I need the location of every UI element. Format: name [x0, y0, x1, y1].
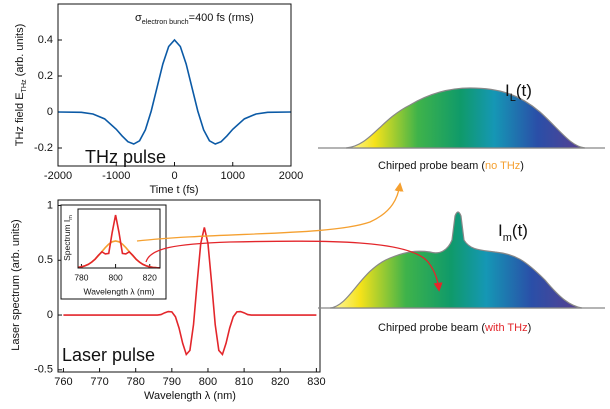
annotation-part: electron bunch — [142, 18, 189, 26]
annotation-part: =400 fs (rms) — [189, 12, 254, 24]
y-tick-label: 0.2 — [38, 70, 53, 82]
arrow — [145, 240, 443, 292]
plot-frame — [57, 3, 292, 167]
data-line — [57, 38, 292, 145]
caption: Chirped probe beam (no THz) — [378, 160, 524, 172]
annotation: σelectron bunch=400 fs (rms) — [135, 12, 254, 26]
charts: -2000 -1000 0 1000 2000 -0.2 0 0.2 0.4 Time t (fs… — [10, 3, 326, 402]
y-tick-label: 0 — [47, 106, 53, 118]
y-tick-label: 0.5 — [38, 254, 53, 266]
x-tick-label: 1000 — [221, 170, 245, 182]
y-axis-label: Laser spectrum (arb. units) — [10, 219, 22, 350]
y-axis-label-part: Spectrum I — [62, 220, 72, 261]
y-axis-label-part: THz — [20, 79, 28, 93]
annotation-part: σ — [135, 12, 142, 24]
probe-pulse-no-thz — [345, 87, 586, 149]
x-tick-label: 790 — [163, 376, 181, 388]
y-axis-label-part: THz field E — [14, 92, 26, 146]
x-tick-label: 780 — [127, 376, 145, 388]
intensity-label: IL(t) — [505, 81, 532, 103]
y-axis-label-part: m — [68, 215, 74, 220]
x-tick-label: 770 — [90, 376, 108, 388]
y-tick-label: 1 — [47, 199, 53, 211]
y-axis-label-part: (arb. units) — [14, 24, 26, 80]
probe-illustrations: IL(t) Chirped probe beam (no THz) Im(t) … — [318, 81, 605, 334]
y-axis-label-part: Laser spectrum (arb. units) — [10, 219, 22, 350]
x-tick-label: -2000 — [44, 170, 72, 182]
probe-pulse-with-thz — [329, 211, 583, 309]
caption: Chirped probe beam (with THz) — [378, 322, 531, 334]
x-axis-label: Wavelength λ (nm) — [83, 286, 154, 296]
x-tick-label: 760 — [54, 376, 72, 388]
panel-label: Laser pulse — [62, 345, 155, 365]
y-tick-label: -0.5 — [34, 364, 53, 376]
x-axis-label: Time t (fs) — [149, 184, 198, 196]
x-tick-label: 810 — [235, 376, 253, 388]
y-tick-label: 0 — [47, 309, 53, 321]
arrows — [136, 182, 443, 292]
x-tick-label: 820 — [271, 376, 289, 388]
x-tick-label: 800 — [199, 376, 217, 388]
x-tick-label: 800 — [108, 272, 122, 282]
y-tick-label: 0.4 — [38, 34, 53, 46]
inset-background — [60, 204, 167, 300]
x-axis-label: Wavelength λ (nm) — [144, 390, 236, 402]
x-tick-label: 780 — [74, 272, 88, 282]
x-tick-label: 820 — [143, 272, 157, 282]
x-tick-label: 2000 — [279, 170, 303, 182]
arrow — [136, 182, 404, 242]
x-tick-label: -1000 — [102, 170, 130, 182]
plot-frame — [57, 199, 321, 373]
y-tick-label: -0.2 — [34, 142, 53, 154]
x-tick-label: 0 — [171, 170, 177, 182]
panel-label: THz pulse — [85, 147, 166, 167]
y-axis-label: THz field ETHz (arb. units) — [14, 24, 28, 147]
data-line — [77, 214, 161, 269]
intensity-label: Im(t) — [498, 221, 528, 243]
y-axis-label: Spectrum Im — [62, 215, 74, 261]
x-tick-label: 830 — [307, 376, 325, 388]
